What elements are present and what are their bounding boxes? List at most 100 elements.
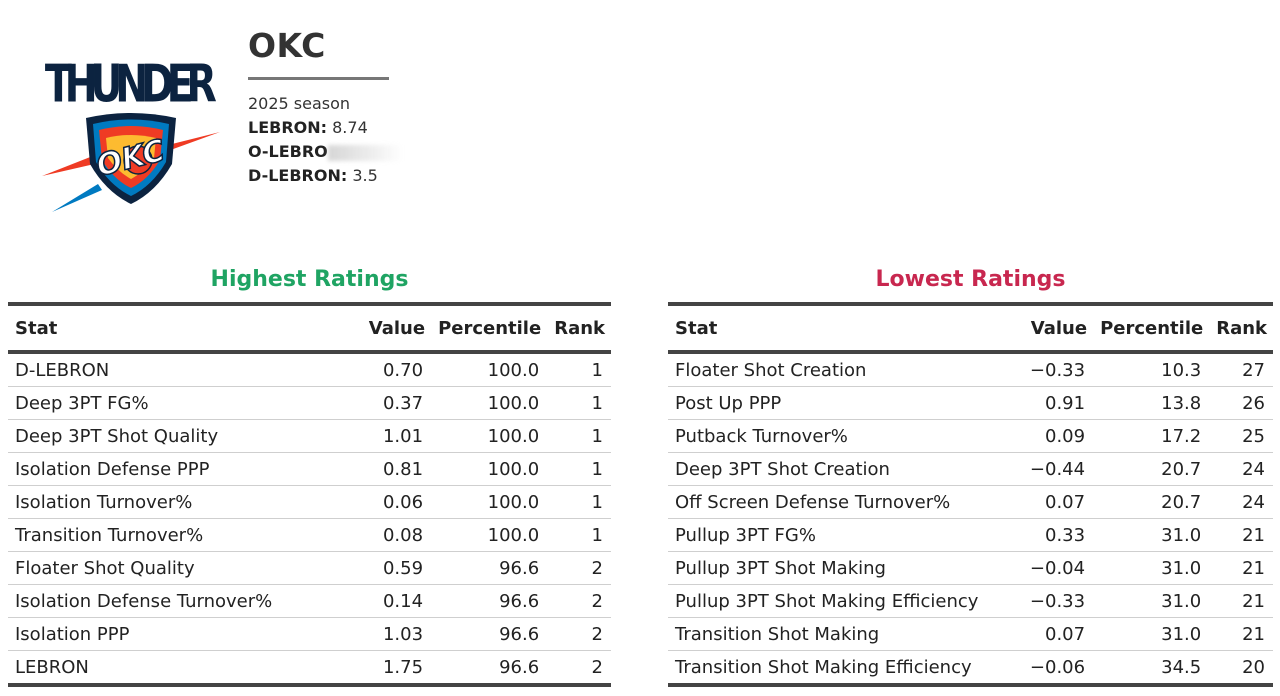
lowest-ratings-title: Lowest Ratings bbox=[875, 267, 1066, 292]
value-cell: 0.91 bbox=[1022, 386, 1094, 420]
percentile-cell: 96.6 bbox=[431, 584, 548, 618]
col-header-rank[interactable]: Rank bbox=[1209, 304, 1273, 354]
table-row: Transition Shot Making 0.07 31.0 21 bbox=[668, 617, 1273, 651]
dlebron-line: D-LEBRON: 3.5 bbox=[248, 164, 403, 188]
value-cell: 1.01 bbox=[356, 419, 432, 453]
col-header-rank[interactable]: Rank bbox=[547, 304, 611, 354]
rank-cell: 24 bbox=[1209, 485, 1273, 519]
stat-cell: Deep 3PT Shot Quality bbox=[8, 419, 357, 453]
value-cell: −0.33 bbox=[1022, 584, 1094, 618]
rank-cell: 21 bbox=[1209, 584, 1273, 618]
col-header-value[interactable]: Value bbox=[356, 304, 432, 354]
rank-cell: 1 bbox=[547, 518, 611, 552]
value-cell: 0.09 bbox=[1022, 419, 1094, 453]
table-row: Post Up PPP 0.91 13.8 26 bbox=[668, 386, 1273, 420]
table-row: Transition Turnover% 0.08 100.0 1 bbox=[8, 518, 611, 552]
stat-cell: Post Up PPP bbox=[668, 386, 1023, 420]
team-summary: 2025 season LEBRON: 8.74 O-LEBRO D-LEBRO… bbox=[248, 92, 403, 188]
table-row: Isolation Defense Turnover% 0.14 96.6 2 bbox=[8, 584, 611, 618]
table-row: Deep 3PT Shot Quality 1.01 100.0 1 bbox=[8, 419, 611, 453]
value-cell: 0.06 bbox=[356, 485, 432, 519]
highest-ratings-table: Stat Value Percentile Rank D-LEBRON 0.70 1… bbox=[8, 302, 611, 687]
value-cell: 0.59 bbox=[356, 551, 432, 585]
col-header-value[interactable]: Value bbox=[1022, 304, 1094, 354]
stat-cell: Putback Turnover% bbox=[668, 419, 1023, 453]
col-header-percentile[interactable]: Percentile bbox=[1093, 304, 1210, 354]
lebron-label: LEBRON: bbox=[248, 118, 328, 137]
lebron-line: LEBRON: 8.74 bbox=[248, 116, 403, 140]
stat-cell: Transition Shot Making bbox=[668, 617, 1023, 651]
table-row: Floater Shot Creation −0.33 10.3 27 bbox=[668, 352, 1273, 387]
table-header-row: Stat Value Percentile Rank bbox=[8, 304, 611, 354]
stat-cell: Isolation Defense Turnover% bbox=[8, 584, 357, 618]
season-label: 2025 season bbox=[248, 94, 351, 113]
rank-cell: 2 bbox=[547, 584, 611, 618]
percentile-cell: 100.0 bbox=[431, 386, 548, 420]
percentile-cell: 100.0 bbox=[431, 452, 548, 486]
stat-cell: Floater Shot Creation bbox=[668, 352, 1023, 387]
rank-cell: 2 bbox=[547, 551, 611, 585]
table-row: Transition Shot Making Efficiency −0.06 34… bbox=[668, 650, 1273, 687]
table-row: Pullup 3PT Shot Making −0.04 31.0 21 bbox=[668, 551, 1273, 585]
rank-cell: 2 bbox=[547, 617, 611, 651]
table-row: Isolation Defense PPP 0.81 100.0 1 bbox=[8, 452, 611, 486]
stat-cell: Isolation Defense PPP bbox=[8, 452, 357, 486]
col-header-stat[interactable]: Stat bbox=[8, 304, 357, 354]
rank-cell: 26 bbox=[1209, 386, 1273, 420]
rank-cell: 1 bbox=[547, 485, 611, 519]
dlebron-label: D-LEBRON: bbox=[248, 166, 348, 185]
percentile-cell: 100.0 bbox=[431, 352, 548, 387]
percentile-cell: 96.6 bbox=[431, 551, 548, 585]
rank-cell: 1 bbox=[547, 452, 611, 486]
highest-ratings-title: Highest Ratings bbox=[210, 267, 409, 292]
team-logo: THUNDER OKC bbox=[42, 53, 220, 212]
table-header-row: Stat Value Percentile Rank bbox=[668, 304, 1273, 354]
lowest-ratings-table: Stat Value Percentile Rank Floater Shot … bbox=[668, 302, 1273, 687]
col-header-percentile[interactable]: Percentile bbox=[431, 304, 548, 354]
stat-cell: Deep 3PT FG% bbox=[8, 386, 357, 420]
rank-cell: 25 bbox=[1209, 419, 1273, 453]
value-cell: 0.37 bbox=[356, 386, 432, 420]
value-cell: 0.70 bbox=[356, 352, 432, 387]
value-cell: 0.07 bbox=[1022, 485, 1094, 519]
percentile-cell: 96.6 bbox=[431, 617, 548, 651]
value-cell: −0.33 bbox=[1022, 352, 1094, 387]
value-cell: 1.75 bbox=[356, 650, 432, 687]
logo-basketball bbox=[123, 145, 153, 175]
col-header-stat[interactable]: Stat bbox=[668, 304, 1023, 354]
percentile-cell: 31.0 bbox=[1093, 518, 1210, 552]
stat-cell: Deep 3PT Shot Creation bbox=[668, 452, 1023, 486]
lowest-ratings-body: Floater Shot Creation −0.33 10.3 27 Post Up … bbox=[668, 352, 1273, 687]
stat-cell: D-LEBRON bbox=[8, 352, 357, 387]
rank-cell: 21 bbox=[1209, 518, 1273, 552]
team-name: OKC bbox=[248, 26, 326, 65]
olebron-line: O-LEBRO bbox=[248, 140, 403, 164]
value-cell: 0.14 bbox=[356, 584, 432, 618]
value-cell: 1.03 bbox=[356, 617, 432, 651]
table-row: Isolation PPP 1.03 96.6 2 bbox=[8, 617, 611, 651]
rank-cell: 2 bbox=[547, 650, 611, 687]
rank-cell: 1 bbox=[547, 419, 611, 453]
stat-cell: Off Screen Defense Turnover% bbox=[668, 485, 1023, 519]
percentile-cell: 100.0 bbox=[431, 518, 548, 552]
rank-cell: 27 bbox=[1209, 352, 1273, 387]
stat-cell: Isolation Turnover% bbox=[8, 485, 357, 519]
lebron-value: 8.74 bbox=[332, 118, 368, 137]
value-cell: 0.81 bbox=[356, 452, 432, 486]
value-cell: −0.06 bbox=[1022, 650, 1094, 687]
percentile-cell: 31.0 bbox=[1093, 617, 1210, 651]
logo-wordmark: THUNDER bbox=[45, 53, 217, 114]
percentile-cell: 13.8 bbox=[1093, 386, 1210, 420]
percentile-cell: 31.0 bbox=[1093, 551, 1210, 585]
value-cell: −0.44 bbox=[1022, 452, 1094, 486]
olebron-faded-value bbox=[327, 144, 403, 161]
highest-ratings-body: D-LEBRON 0.70 100.0 1 Deep 3PT FG% 0.37 100.0 1… bbox=[8, 352, 611, 687]
table-row: D-LEBRON 0.70 100.0 1 bbox=[8, 352, 611, 387]
table-row: Deep 3PT FG% 0.37 100.0 1 bbox=[8, 386, 611, 420]
value-cell: −0.04 bbox=[1022, 551, 1094, 585]
rank-cell: 21 bbox=[1209, 551, 1273, 585]
logo-streak-blue bbox=[52, 184, 102, 212]
dlebron-value: 3.5 bbox=[352, 166, 378, 185]
table-row: LEBRON 1.75 96.6 2 bbox=[8, 650, 611, 687]
rank-cell: 21 bbox=[1209, 617, 1273, 651]
